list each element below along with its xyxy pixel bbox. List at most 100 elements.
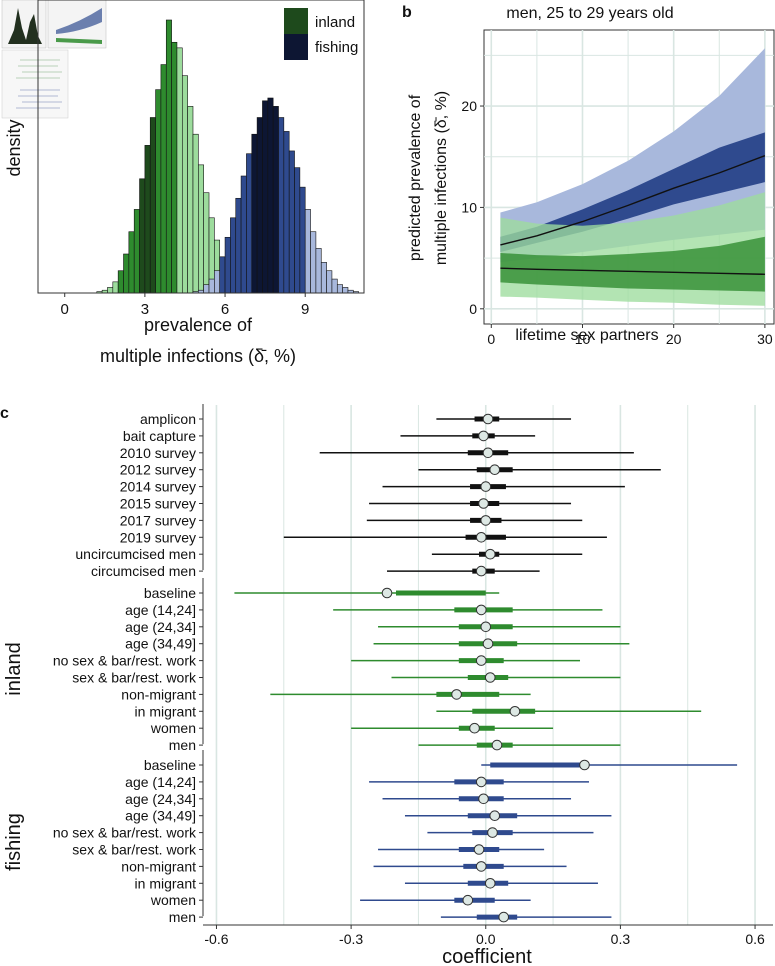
- legend-label-fishing: fishing: [315, 39, 358, 56]
- legend-label-inland: inland: [315, 14, 355, 31]
- estimate-point: [487, 827, 498, 838]
- estimate-point: [489, 464, 501, 476]
- panel-b-ticks: 0 10 20 30 0 10 20: [461, 98, 772, 347]
- legend-swatch-fishing: [284, 34, 308, 60]
- y-tick-label: 20: [461, 98, 477, 114]
- y-tick-label: 0: [469, 301, 477, 317]
- hist-bar-fishing: [262, 100, 269, 294]
- inset-thumbnails: [1, 0, 107, 119]
- estimate-point: [484, 548, 496, 560]
- panel-c-x-label: coefficient: [442, 946, 532, 966]
- row-label: 2017 survey: [120, 512, 196, 528]
- estimate-point: [491, 739, 503, 751]
- hist-bar-fishing: [320, 262, 327, 294]
- panel-a: 0 3 6 9 density prevalence of multiple infe…: [1, 0, 365, 366]
- estimate-point: [478, 430, 489, 442]
- row-label: 2019 survey: [120, 529, 196, 545]
- estimate-point: [579, 759, 590, 771]
- hist-bar-fishing: [304, 209, 311, 294]
- x-tick-label: 10: [575, 331, 591, 347]
- hist-bar-inland: [144, 145, 151, 294]
- row-label: baseline: [144, 585, 196, 601]
- hist-bar-fishing: [310, 231, 317, 294]
- x-tick-label: -0.3: [339, 931, 363, 947]
- estimate-point: [475, 604, 487, 616]
- panel-c-letter: c: [0, 405, 9, 422]
- hist-bar-fishing: [294, 167, 301, 294]
- hist-bar-inland: [165, 19, 172, 294]
- panel-b-title: men, 25 to 29 years old: [506, 5, 673, 22]
- hist-bar-fishing: [256, 117, 263, 294]
- hist-bar-fishing: [219, 256, 226, 294]
- estimate-point: [475, 655, 487, 666]
- hist-bar-fishing: [246, 153, 253, 294]
- x-tick-label: 0.0: [476, 931, 496, 947]
- band-inner-inland: [500, 236, 765, 292]
- x-tick-label: 20: [666, 331, 682, 347]
- hist-bar-inland: [198, 164, 204, 294]
- estimate-point: [381, 587, 393, 599]
- row-label: age (34,49]: [125, 636, 196, 652]
- hist-bar-fishing: [288, 150, 295, 294]
- mean-line-fishing: [500, 155, 766, 246]
- row-label: bait capture: [123, 428, 196, 444]
- estimate-point: [484, 672, 496, 683]
- row-label: baseline: [144, 757, 196, 773]
- panel-b: b men, 25 to 29 years old 0 10 20 30 0 10 20 l…: [402, 4, 775, 347]
- x-tick-label: -0.6: [204, 931, 228, 947]
- hist-bar-fishing: [272, 106, 279, 294]
- hist-bar-fishing: [299, 186, 306, 294]
- group-label-fishing: fishing: [3, 813, 25, 871]
- row-label: non-migrant: [121, 686, 196, 702]
- hist-bar-fishing: [331, 278, 338, 294]
- hist-bar-fishing: [315, 248, 322, 294]
- estimate-point: [478, 498, 489, 509]
- hist-bar-fishing: [251, 133, 258, 294]
- row-label: age (24,34]: [125, 619, 196, 635]
- x-tick-label: 3: [141, 301, 149, 318]
- hist-bar-inland: [181, 75, 188, 294]
- row-label: in migrant: [135, 875, 197, 891]
- x-tick-label: 0.6: [745, 931, 765, 947]
- panel-b-y-label-line2: multiple infections (δ̄, %): [433, 91, 450, 265]
- row-label: men: [169, 737, 196, 753]
- x-tick-label: 9: [301, 301, 309, 318]
- row-label: men: [169, 909, 196, 925]
- hist-bar-fishing: [240, 175, 247, 294]
- hist-bar-inland: [123, 253, 130, 294]
- panel-b-bands: [500, 48, 766, 306]
- mean-line-inland: [500, 267, 765, 275]
- legend-swatch-inland: [284, 8, 308, 34]
- hist-bar-inland: [171, 41, 178, 294]
- row-label: no sex & bar/rest. work: [53, 653, 197, 669]
- estimate-point: [475, 861, 487, 872]
- hist-bar-inland: [149, 117, 156, 294]
- band-outer-fishing: [500, 48, 765, 263]
- panel-a-x-label-line1: prevalence of: [144, 315, 253, 335]
- panel-b-y-label-line1: predicted prevalence of: [407, 94, 424, 261]
- hist-bar-fishing: [224, 236, 231, 294]
- estimate-point: [473, 844, 485, 855]
- group-label-inland: inland: [3, 642, 25, 695]
- estimate-point: [482, 447, 494, 459]
- row-label: sex & bar/rest. work: [72, 842, 197, 858]
- hist-bar-inland: [187, 106, 194, 294]
- row-label: women: [150, 892, 196, 908]
- hist-bar-inland: [192, 133, 199, 294]
- estimate-point: [475, 565, 487, 577]
- hist-bar-inland: [160, 64, 167, 294]
- hist-bar-fishing: [230, 217, 237, 294]
- estimate-point: [475, 776, 487, 788]
- estimate-point: [462, 894, 474, 906]
- row-label: 2010 survey: [120, 445, 196, 461]
- hist-bar-inland: [155, 89, 162, 294]
- estimate-point: [451, 689, 462, 700]
- estimate-point: [509, 706, 521, 717]
- row-label: age (14,24]: [125, 774, 196, 790]
- hist-bar-fishing: [235, 197, 242, 294]
- hist-bar-inland: [112, 281, 119, 294]
- estimate-point: [480, 481, 492, 492]
- y-tick-label: 10: [461, 199, 477, 215]
